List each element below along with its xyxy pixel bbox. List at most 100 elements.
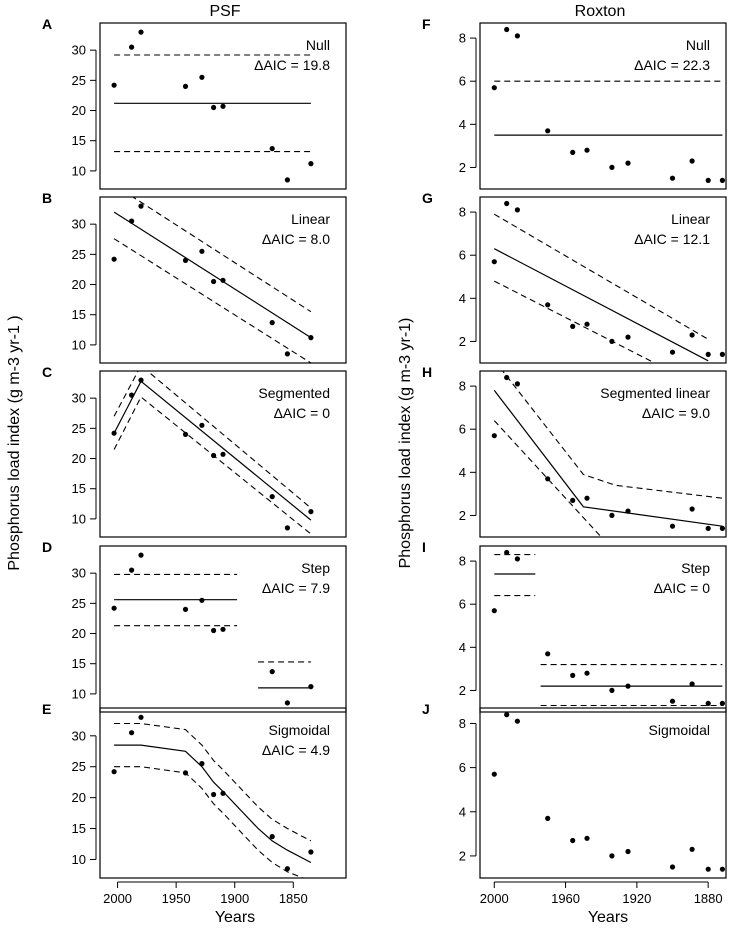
panel-letter-b: B [42,190,52,206]
lower-ci-line-g [494,280,655,363]
data-point-h [609,512,615,519]
y-tick-label-g: 4 [459,291,466,306]
data-point-g [514,207,521,213]
y-tick-label-h: 4 [459,465,466,480]
panel-letter-i: I [422,539,426,555]
y-tick-label-c: 25 [72,421,86,436]
y-tick-label-c: 15 [72,481,86,496]
data-point-h [689,506,695,512]
data-point-h [570,497,576,503]
data-point-c [308,509,314,515]
aic-label-a: ΔAIC = 19.8 [254,57,330,73]
data-point-g [504,200,510,207]
data-point-h [491,433,497,439]
panel-a: A 10 15 20 25 30 Null ΔAIC = 19.8 [42,16,347,190]
x-tick-label-e: 2000 [103,891,132,906]
data-point-g [545,302,551,308]
data-point-f [570,149,576,155]
upper-ci-line-g [494,213,709,340]
y-tick-label-d: 25 [72,596,86,611]
plot-frame-j [479,707,727,879]
data-point-f [545,128,551,134]
data-point-c [129,392,135,398]
data-point-e [182,770,189,776]
data-point-b [211,278,217,285]
y-tick-label-c: 10 [72,511,86,526]
plot-area-h [493,371,723,537]
data-point-f [669,175,676,181]
y-tick-label-i: 4 [459,640,466,655]
x-tick-label-j: 1880 [694,891,723,906]
model-label-d: Step [301,560,330,576]
data-point-a [308,161,314,167]
data-point-f [504,26,510,33]
data-point-b [138,203,144,209]
y-tick-label-b: 15 [72,307,86,322]
data-point-d [129,567,135,573]
data-point-i [705,700,711,707]
data-point-f [689,158,695,164]
data-point-a [284,177,290,183]
upper-ci-line-e [114,722,312,842]
y-tick-label-f: 6 [459,74,466,89]
data-point-j [705,866,711,872]
lower-ci-line-e [114,766,305,878]
data-point-e [211,791,217,798]
x-tick-label-j: 1920 [622,891,651,906]
data-point-h [705,525,711,532]
data-point-f [705,177,711,183]
y-tick-label-h: 8 [459,379,466,394]
plot-frame-d [99,545,347,713]
y-tick-label-g: 2 [459,334,466,349]
data-point-b [111,256,117,262]
plot-area-f [494,80,723,189]
data-point-j [609,853,615,859]
data-point-f [609,164,615,170]
data-point-i [504,549,510,556]
data-point-d [111,605,117,611]
y-tick-label-j: 8 [459,716,466,731]
data-point-d [284,700,290,706]
x-axis-title-left: Years [215,909,255,926]
y-tick-label-g: 6 [459,248,466,263]
y-tick-label-c: 20 [72,451,86,466]
y-tick-label-j: 6 [459,760,466,775]
fit-line-e [114,744,312,864]
data-point-d [182,606,189,613]
data-point-d [308,684,314,690]
data-point-i [584,670,590,676]
upper-ci-line-c [113,371,312,509]
data-point-a [129,44,135,50]
data-point-d [199,597,205,603]
data-point-a [182,83,189,89]
data-point-f [719,177,726,183]
plot-frame-e [99,707,347,879]
column-title-right: Roxton [575,3,626,20]
x-axis-title-right: Years [588,909,628,926]
data-point-i [609,687,615,694]
fit-line-b [113,211,312,339]
data-point-h [504,374,510,381]
data-point-g [491,259,497,265]
x-tick-label-e: 1950 [162,891,191,906]
panel-g: G 2 4 6 8 Linear ΔAIC = 12.1 [422,190,727,364]
y-tick-label-i: 6 [459,597,466,612]
data-point-c [284,525,290,531]
model-label-j: Sigmoidal [649,722,710,738]
data-point-g [689,332,695,338]
data-point-a [138,29,144,35]
x-tick-label-j: 1960 [551,891,580,906]
data-point-e [138,714,144,720]
panel-letter-d: D [42,539,52,555]
y-tick-label-d: 15 [72,656,86,671]
plot-frame-a [99,22,347,190]
panel-letter-f: F [422,16,431,32]
y-tick-label-b: 30 [72,217,86,232]
model-label-b: Linear [291,211,330,227]
data-point-g [669,349,676,355]
data-point-g [625,334,631,340]
y-tick-label-a: 30 [72,43,86,58]
plot-area-a [114,54,311,153]
data-point-b [182,257,189,263]
data-point-b [269,320,275,326]
